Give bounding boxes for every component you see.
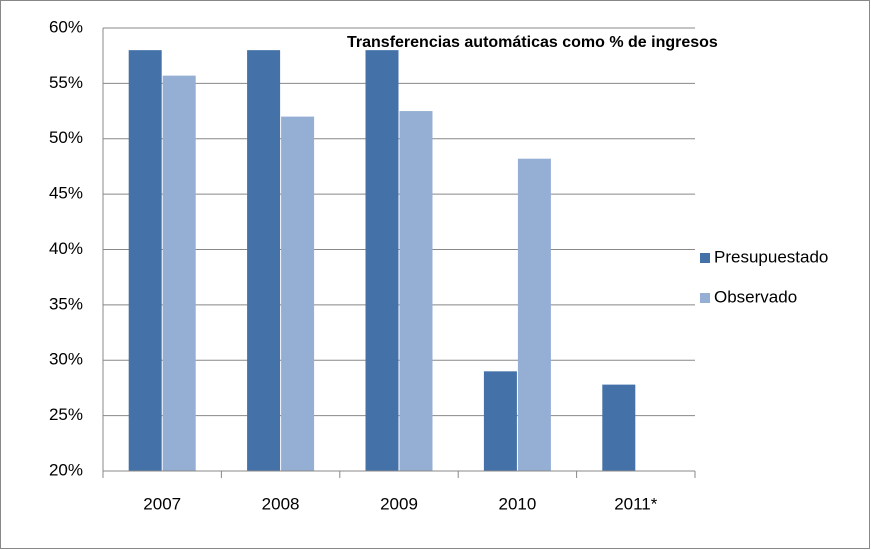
x-tick-label: 2009 <box>380 494 418 513</box>
legend-label: Observado <box>714 287 797 306</box>
bar <box>365 50 399 472</box>
x-tick-label: 2010 <box>498 494 536 513</box>
chart-title: Transferencias automáticas como % de ing… <box>347 34 718 51</box>
y-tick-label: 25% <box>49 405 83 424</box>
y-tick-label: 20% <box>49 460 83 479</box>
bar <box>517 158 551 471</box>
legend-swatch <box>700 293 710 303</box>
legend-swatch <box>700 253 710 263</box>
x-tick-label: 2011* <box>614 494 658 513</box>
bar <box>162 75 196 471</box>
bar <box>483 371 517 471</box>
bar <box>602 384 636 471</box>
y-tick-label: 60% <box>49 17 83 36</box>
y-tick-label: 45% <box>49 184 83 203</box>
y-tick-label: 35% <box>49 294 83 313</box>
y-tick-label: 50% <box>49 128 83 147</box>
x-tick-label: 2008 <box>262 494 300 513</box>
bar <box>281 116 315 471</box>
bar <box>247 50 281 472</box>
x-tick-label: 2007 <box>143 494 181 513</box>
y-tick-label: 40% <box>49 239 83 258</box>
bar <box>399 111 433 471</box>
y-tick-label: 30% <box>49 350 83 369</box>
legend-label: Presupuestado <box>714 247 828 266</box>
y-tick-label: 55% <box>49 73 83 92</box>
bar <box>128 50 162 472</box>
